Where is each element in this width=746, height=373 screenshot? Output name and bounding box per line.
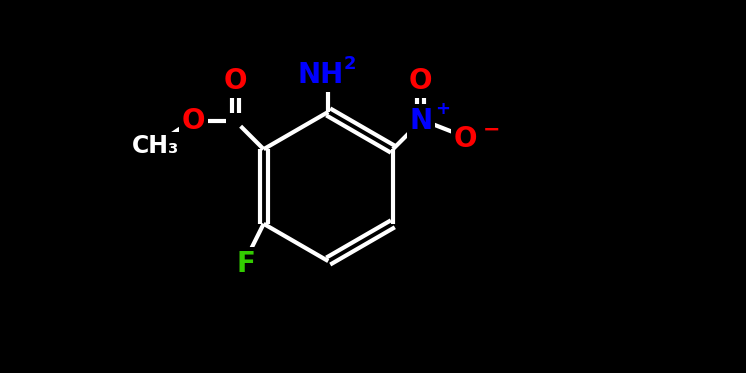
Text: 2: 2: [344, 55, 357, 73]
Text: O: O: [454, 125, 477, 153]
Text: O: O: [224, 67, 248, 95]
Text: NH: NH: [297, 61, 343, 89]
Text: O: O: [409, 67, 433, 95]
Text: +: +: [436, 100, 451, 118]
Text: O: O: [182, 107, 205, 135]
Text: −: −: [483, 119, 501, 139]
Text: F: F: [236, 250, 255, 278]
Text: CH₃: CH₃: [132, 134, 179, 158]
Text: N: N: [410, 107, 433, 135]
